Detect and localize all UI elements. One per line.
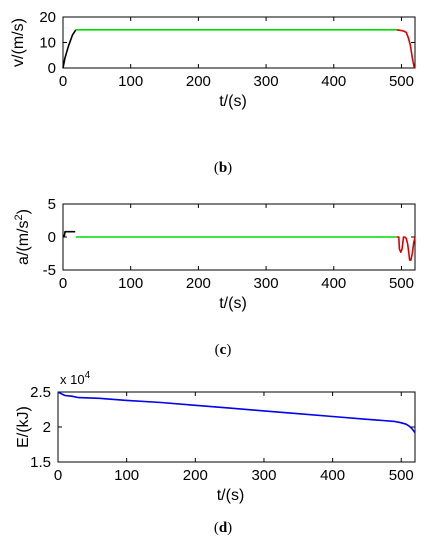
axis-multiplier-base: x 10 xyxy=(60,372,85,387)
caption-letter: c xyxy=(220,342,227,358)
x-tick-label: 200 xyxy=(186,275,211,292)
y-axis-label-superscript: 2 xyxy=(13,214,25,220)
x-tick-label: 300 xyxy=(251,467,276,484)
x-tick-label: 500 xyxy=(389,275,414,292)
y-tick-label: 2.5 xyxy=(30,384,51,401)
axes-box xyxy=(62,16,416,69)
series-line-3 xyxy=(396,29,416,69)
caption-open: ( xyxy=(214,520,219,536)
x-tick-label: 500 xyxy=(389,73,414,90)
x-tick-label: 100 xyxy=(118,73,143,90)
caption-close: ) xyxy=(227,520,232,536)
x-tick-label: 400 xyxy=(321,275,346,292)
y-tick-label: 0 xyxy=(48,229,56,246)
y-tick-label: 0 xyxy=(48,60,56,77)
x-axis-label: t/(s) xyxy=(219,295,247,312)
x-tick-label: 100 xyxy=(118,275,143,292)
series-line-3 xyxy=(396,236,416,261)
y-axis-label: a/(m/s2) xyxy=(13,209,32,265)
y-tick-label: 10 xyxy=(39,35,56,52)
y-tick-label: 5 xyxy=(48,196,56,213)
y-axis-label-text: v/(m/s) xyxy=(10,18,27,67)
caption-letter: d xyxy=(219,520,228,536)
y-tick-label: 1.5 xyxy=(30,454,51,471)
y-tick-label: -5 xyxy=(43,262,56,279)
chart-panel-b: 0 100 200 300 400 500 0 10 20 t/(s) v/(m/s) (b) xyxy=(10,9,416,176)
caption-close: ) xyxy=(226,342,231,358)
axis-multiplier: x 104 xyxy=(60,370,91,387)
x-tick-label: 300 xyxy=(254,73,279,90)
caption-letter: b xyxy=(219,160,227,176)
y-tick-label: 20 xyxy=(39,9,56,26)
panel-caption: (c) xyxy=(215,342,232,358)
y-tick-label: 2 xyxy=(43,419,51,436)
caption-open: ( xyxy=(215,342,220,358)
series-line-1 xyxy=(57,391,416,434)
x-tick-label: 0 xyxy=(54,467,62,484)
y-axis-label-tail: ) xyxy=(15,209,32,214)
x-tick-label: 200 xyxy=(183,467,208,484)
x-axis-label: t/(s) xyxy=(217,487,245,504)
y-axis-label: E/(kJ) xyxy=(15,406,32,448)
series-line-1 xyxy=(63,230,76,237)
x-tick-label: 500 xyxy=(389,467,414,484)
x-tick-label: 0 xyxy=(59,73,67,90)
panel-caption: (b) xyxy=(214,160,232,176)
y-axis-label-text: E/(kJ) xyxy=(15,406,32,448)
x-tick-label: 300 xyxy=(254,275,279,292)
chart-panel-d: 0 100 200 300 400 500 1.5 2 2.5 t/(s) E/(kJ) x 104 (… xyxy=(15,370,416,536)
y-axis-label-text: a/(m/s xyxy=(15,221,32,265)
x-tick-label: 400 xyxy=(320,467,345,484)
x-tick-label: 200 xyxy=(186,73,211,90)
panel-caption: (d) xyxy=(214,520,232,536)
x-tick-label: 100 xyxy=(114,467,139,484)
axis-multiplier-exponent: 4 xyxy=(85,370,91,381)
series-line-1 xyxy=(62,29,77,69)
x-axis-label: t/(s) xyxy=(219,93,247,110)
y-axis-label: v/(m/s) xyxy=(10,18,27,67)
caption-close: ) xyxy=(227,160,232,176)
x-tick-label: 0 xyxy=(59,275,67,292)
axes-box xyxy=(57,391,416,463)
caption-open: ( xyxy=(214,160,219,176)
x-tick-label: 400 xyxy=(321,73,346,90)
